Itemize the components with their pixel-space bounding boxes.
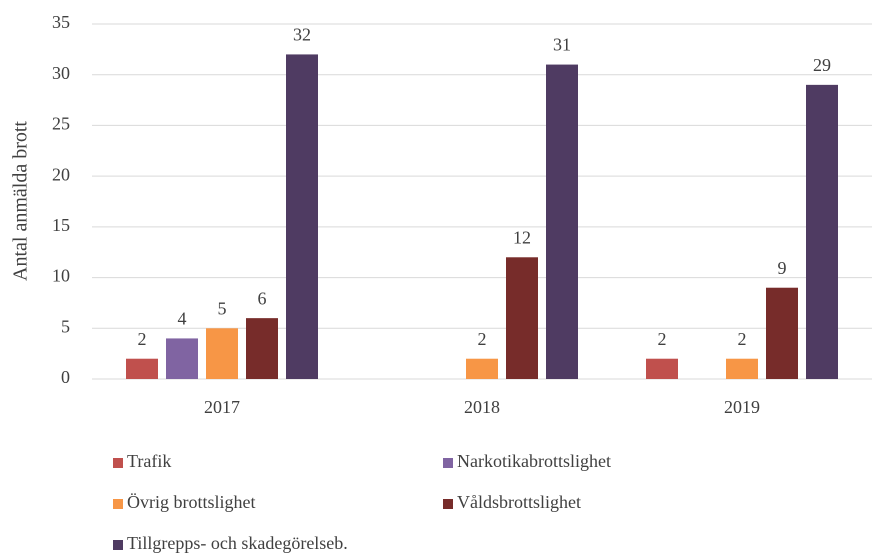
legend-label: Narkotikabrottslighet xyxy=(457,451,611,471)
data-label: 9 xyxy=(778,258,787,278)
x-tick-label: 2018 xyxy=(464,397,500,417)
legend-swatch xyxy=(113,540,123,550)
y-axis-label: Antal anmälda brott xyxy=(10,121,32,281)
bar xyxy=(546,64,578,380)
legend-label: Övrig brottslighet xyxy=(127,492,256,512)
bar xyxy=(246,318,278,379)
bar xyxy=(506,257,538,379)
bar xyxy=(646,358,678,379)
bar xyxy=(726,358,758,379)
y-tick-label: 30 xyxy=(52,63,70,83)
legend-label: Tillgrepps- och skadegörelseb. xyxy=(127,533,348,553)
bar xyxy=(766,287,798,379)
x-tick-label: 2019 xyxy=(724,397,760,417)
legend-label: Trafik xyxy=(127,451,171,471)
bar xyxy=(126,358,158,379)
y-tick-label: 15 xyxy=(52,215,70,235)
data-label: 2 xyxy=(658,329,667,349)
bar xyxy=(206,328,238,379)
legend-label: Våldsbrottslighet xyxy=(457,492,581,512)
data-label: 31 xyxy=(553,35,571,55)
bar xyxy=(166,338,198,379)
y-tick-label: 5 xyxy=(61,316,70,336)
legend-swatch xyxy=(113,458,123,468)
legend-swatch xyxy=(113,499,123,509)
data-label: 5 xyxy=(218,298,227,318)
data-label: 29 xyxy=(813,55,831,75)
data-label: 2 xyxy=(138,329,147,349)
data-label: 2 xyxy=(738,329,747,349)
data-label: 32 xyxy=(293,25,311,45)
y-tick-label: 35 xyxy=(52,12,70,32)
y-tick-label: 10 xyxy=(52,266,70,286)
data-label: 2 xyxy=(478,329,487,349)
bar xyxy=(286,54,318,380)
y-tick-label: 25 xyxy=(52,114,70,134)
legend-swatch xyxy=(443,499,453,509)
legend-swatch xyxy=(443,458,453,468)
x-tick-label: 2017 xyxy=(204,397,240,417)
y-tick-label: 0 xyxy=(61,367,70,387)
data-label: 4 xyxy=(178,309,187,329)
data-label: 6 xyxy=(258,288,267,308)
bar xyxy=(806,84,838,379)
y-tick-label: 20 xyxy=(52,164,70,184)
data-label: 12 xyxy=(513,227,531,247)
bar xyxy=(466,358,498,379)
